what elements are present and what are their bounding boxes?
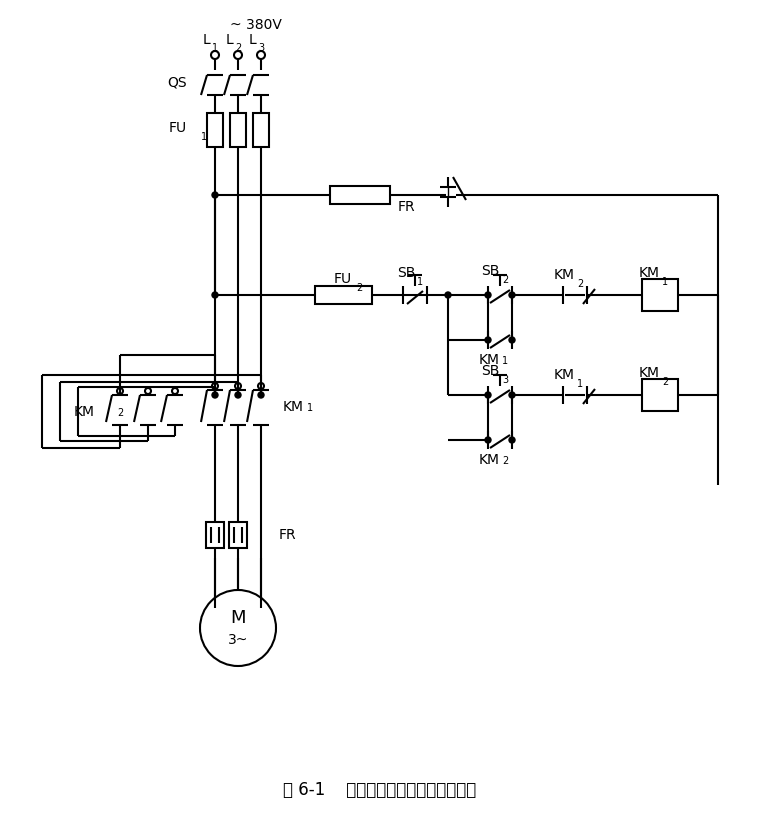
Text: 2: 2 [502, 275, 508, 285]
Circle shape [212, 383, 218, 389]
Bar [642, 279, 678, 311]
Text: 2: 2 [577, 279, 583, 289]
Bar [229, 522, 247, 548]
Text: KM: KM [554, 368, 575, 382]
Circle shape [212, 292, 218, 298]
Text: L: L [225, 33, 233, 47]
Circle shape [211, 51, 219, 59]
Circle shape [485, 337, 491, 343]
Text: KM: KM [479, 453, 500, 467]
Circle shape [509, 437, 515, 443]
Text: 2: 2 [502, 456, 508, 466]
Bar [642, 379, 678, 411]
Text: SB: SB [482, 264, 500, 278]
Text: 1: 1 [577, 379, 583, 389]
Text: FU: FU [169, 121, 187, 135]
Text: 1: 1 [201, 132, 207, 142]
Text: KM: KM [639, 366, 660, 380]
Text: 图 6-1    交流电动机的正反转控刺电路: 图 6-1 交流电动机的正反转控刺电路 [283, 781, 477, 799]
Text: 3~: 3~ [228, 633, 249, 647]
Bar [206, 522, 224, 548]
Circle shape [509, 292, 515, 298]
Text: SB: SB [397, 266, 415, 280]
Text: 3: 3 [258, 43, 264, 53]
Circle shape [200, 590, 276, 666]
Circle shape [235, 392, 241, 398]
Text: QS: QS [167, 76, 187, 90]
Circle shape [509, 337, 515, 343]
Circle shape [445, 292, 451, 298]
Text: 2: 2 [356, 283, 363, 293]
Text: FU: FU [334, 272, 352, 286]
Text: M: M [230, 609, 245, 627]
Circle shape [257, 51, 265, 59]
Circle shape [234, 51, 242, 59]
Text: 2: 2 [117, 408, 123, 418]
Circle shape [145, 388, 151, 394]
Text: FR: FR [398, 200, 416, 214]
Text: L: L [202, 33, 210, 47]
Circle shape [212, 392, 218, 398]
Text: 1: 1 [662, 277, 668, 287]
Circle shape [235, 383, 241, 389]
Text: KM: KM [283, 400, 304, 414]
Text: KM: KM [74, 405, 95, 419]
Bar [315, 286, 372, 304]
Bar [207, 113, 223, 147]
Text: 2: 2 [662, 377, 668, 387]
Circle shape [485, 437, 491, 443]
Text: KM: KM [639, 266, 660, 280]
Circle shape [117, 388, 123, 394]
Text: KM: KM [479, 353, 500, 367]
Text: ~ 380V: ~ 380V [230, 18, 282, 32]
Bar [253, 113, 269, 147]
Text: FR: FR [279, 528, 296, 542]
Text: 1: 1 [307, 403, 313, 413]
Text: 1: 1 [417, 277, 423, 287]
Circle shape [485, 392, 491, 398]
Circle shape [258, 383, 264, 389]
Text: 1: 1 [212, 43, 218, 53]
Text: L: L [249, 33, 256, 47]
Text: 2: 2 [235, 43, 241, 53]
Circle shape [485, 292, 491, 298]
Text: KM: KM [554, 268, 575, 282]
Circle shape [258, 392, 264, 398]
Bar [230, 113, 246, 147]
Circle shape [509, 392, 515, 398]
Circle shape [172, 388, 178, 394]
Bar [330, 186, 390, 204]
Text: SB: SB [482, 364, 500, 378]
Text: 3: 3 [502, 375, 508, 385]
Circle shape [212, 192, 218, 198]
Text: 1: 1 [502, 356, 508, 366]
